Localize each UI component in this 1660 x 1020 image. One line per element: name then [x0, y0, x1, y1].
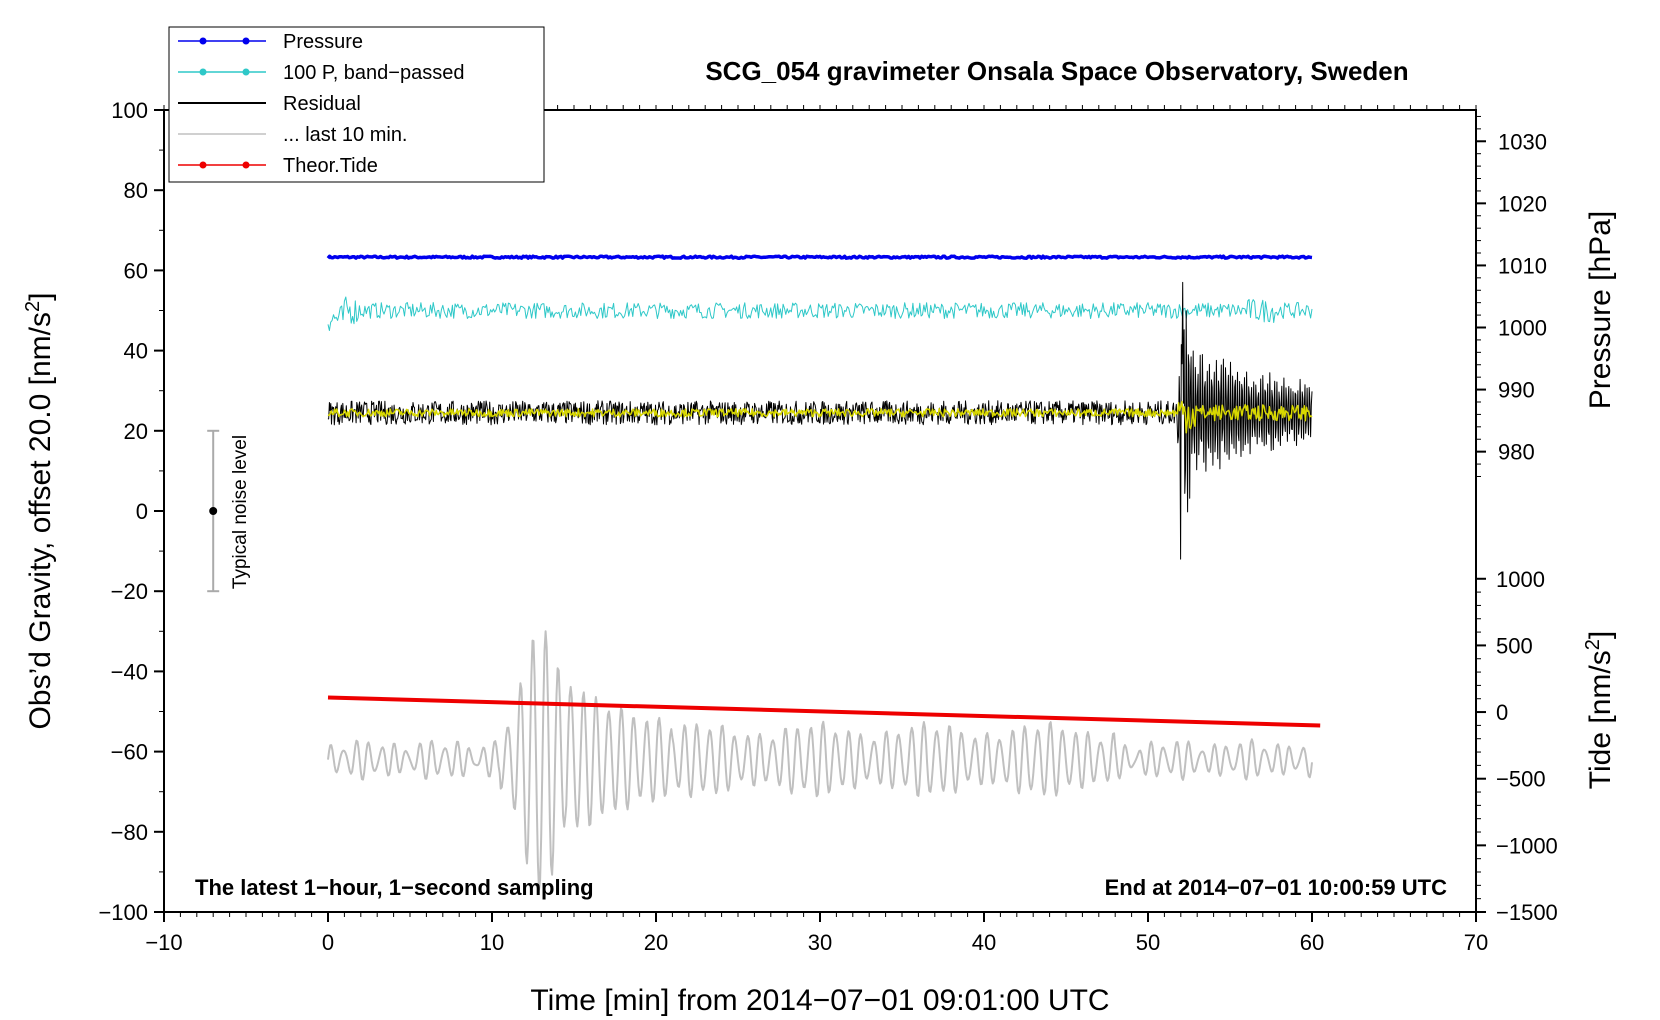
legend-label: Pressure	[283, 31, 363, 53]
legend-marker	[242, 161, 250, 169]
y-axis-label-tide: Tide [nm/s2]	[1582, 631, 1617, 789]
legend-marker	[199, 161, 207, 169]
x-tick-label: 40	[972, 930, 996, 955]
y-tick-label: 60	[124, 258, 148, 283]
tick-labels: −10 0 10 20 30 40 50 60 70100806040200−20−40−60−…	[98, 98, 1557, 955]
y-tick-label: −80	[111, 820, 148, 845]
tide-tick-label: 1000	[1496, 567, 1545, 592]
x-tick-label: 50	[1136, 930, 1160, 955]
series-pressure	[326, 254, 1313, 260]
annotation-sampling: The latest 1−hour, 1−second sampling	[195, 875, 594, 900]
x-axis-label: Time [min] from 2014−07−01 09:01:00 UTC	[530, 984, 1109, 1017]
series-residual-smoothed	[327, 400, 1313, 434]
x-tick-label: 70	[1464, 930, 1488, 955]
series-band-passed	[327, 296, 1313, 331]
legend-label: Residual	[283, 93, 361, 115]
pressure-tick-label: 1010	[1498, 253, 1547, 278]
legend-marker	[199, 37, 207, 45]
pressure-tick-label: 1000	[1498, 316, 1547, 341]
noise-level-label: Typical noise level	[230, 435, 251, 589]
y-tick-label: 100	[111, 98, 148, 123]
legend-box	[168, 26, 545, 183]
annotation-end-time: End at 2014−07−01 10:00:59 UTC	[1105, 875, 1448, 900]
tide-tick-label: −1500	[1496, 900, 1558, 925]
series-theor-tide	[327, 695, 1321, 728]
x-tick-label: 0	[322, 930, 334, 955]
y-tick-label: 0	[136, 499, 148, 524]
chart-title: SCG_054 gravimeter Onsala Space Observat…	[705, 56, 1408, 86]
y-tick-label: 40	[124, 339, 148, 364]
pressure-tick-label: 980	[1498, 440, 1535, 465]
y-axis-label-pressure: Pressure [hPa]	[1584, 211, 1617, 409]
series-residual	[327, 281, 1313, 560]
legend-label: ... last 10 min.	[283, 124, 408, 146]
x-tick-label: −10	[145, 930, 182, 955]
legend: Pressure 100 P, band−passed Residual ... la…	[168, 26, 545, 183]
x-tick-label: 10	[480, 930, 504, 955]
tide-tick-label: 0	[1496, 700, 1508, 725]
y-tick-label: 20	[124, 419, 148, 444]
legend-marker	[242, 68, 250, 76]
series-layer	[326, 254, 1321, 891]
pressure-tick-label: 990	[1498, 378, 1535, 403]
tide-tick-label: 500	[1496, 633, 1533, 658]
pressure-tick-label: 1030	[1498, 129, 1547, 154]
x-tick-label: 20	[644, 930, 668, 955]
legend-label: Theor.Tide	[283, 155, 378, 177]
pressure-tick-label: 1020	[1498, 191, 1547, 216]
plot-frame	[163, 109, 1477, 913]
legend-marker	[199, 68, 207, 76]
y-tick-label: −40	[111, 659, 148, 684]
y-tick-label: −20	[111, 579, 148, 604]
x-tick-label: 60	[1300, 930, 1324, 955]
noise-center-dot	[209, 507, 218, 515]
y-tick-label: −100	[98, 900, 148, 925]
tide-tick-label: −500	[1496, 767, 1546, 792]
legend-label: 100 P, band−passed	[283, 62, 464, 84]
y-tick-label: 80	[124, 178, 148, 203]
noise-level-indicator	[207, 429, 220, 593]
series-last-10-min	[327, 630, 1313, 891]
legend-marker	[242, 37, 250, 45]
y-tick-label: −60	[111, 740, 148, 765]
tide-tick-label: −1000	[1496, 833, 1558, 858]
axis-ticks	[154, 105, 1486, 922]
y-axis-label-gravity: Obs’d Gravity, offset 20.0 [nm/s2]	[22, 293, 57, 730]
x-tick-label: 30	[808, 930, 832, 955]
